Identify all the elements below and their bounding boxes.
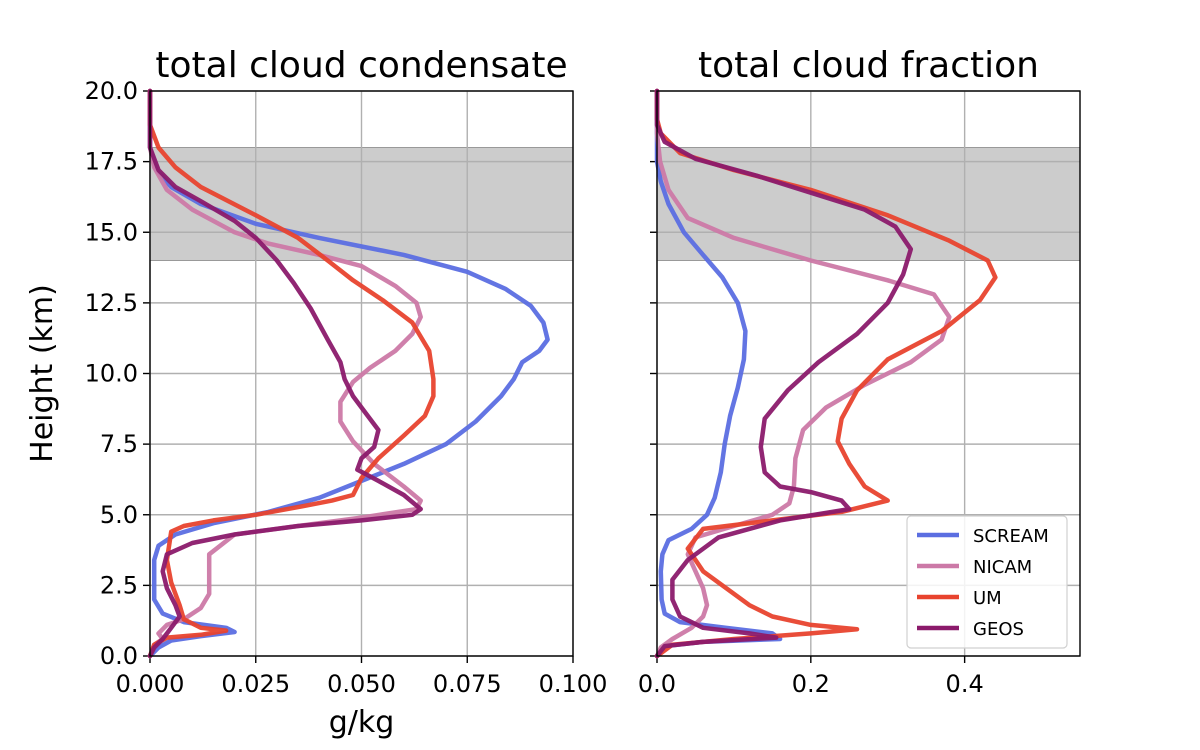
series-line-geos — [147, 88, 423, 659]
series-line-nicam — [654, 88, 952, 659]
y-tick-label: 12.5 — [85, 289, 138, 317]
y-tick-label: 2.5 — [100, 571, 138, 599]
x-tick-label: 0.2 — [792, 670, 830, 698]
legend-box — [906, 515, 1068, 649]
plot-frame — [656, 90, 1081, 657]
legend-label-nicam: NICAM — [973, 557, 1032, 578]
series-line-scream — [147, 88, 550, 659]
series-line-um — [654, 88, 998, 659]
x-tick-label: 0.075 — [433, 670, 502, 698]
series-line-geos — [654, 88, 914, 659]
legend: SCREAM NICAM UM GEOS — [906, 515, 1068, 649]
y-tick-label: 7.5 — [100, 430, 138, 458]
chart-title: total cloud fraction — [698, 45, 1039, 86]
series-line-um — [147, 88, 436, 659]
condensate-panel: 0.0 2.5 5.0 7.5 10.0 12.5 15.0 17.5 20.0 0.000 0.0… — [25, 45, 607, 740]
x-tick-label: 0.0 — [638, 670, 676, 698]
plot-frame — [149, 90, 574, 657]
x-tick-label: 0.000 — [116, 670, 185, 698]
y-tick-label: 5.0 — [100, 501, 138, 529]
y-tick-label: 20.0 — [85, 77, 138, 105]
series-line-scream — [654, 88, 783, 659]
y-tick-label: 15.0 — [85, 218, 138, 246]
x-tick-label: 0.050 — [327, 670, 396, 698]
y-tick-label: 10.0 — [85, 360, 138, 388]
fraction-panel: 0.0 0.2 0.4 total cloud fraction SCREAM NICAM… — [638, 45, 1081, 698]
chart-title: total cloud condensate — [155, 45, 567, 86]
y-tick-label: 0.0 — [100, 642, 138, 670]
y-tick-label: 17.5 — [85, 148, 138, 176]
x-axis-label: g/kg — [329, 705, 395, 740]
x-tick-label: 0.025 — [221, 670, 290, 698]
x-tick-label: 0.100 — [539, 670, 608, 698]
legend-label-um: UM — [973, 588, 1002, 609]
legend-label-geos: GEOS — [973, 619, 1024, 640]
x-tick-label: 0.4 — [946, 670, 984, 698]
y-axis-label: Height (km) — [25, 284, 60, 463]
legend-label-scream: SCREAM — [973, 526, 1049, 547]
